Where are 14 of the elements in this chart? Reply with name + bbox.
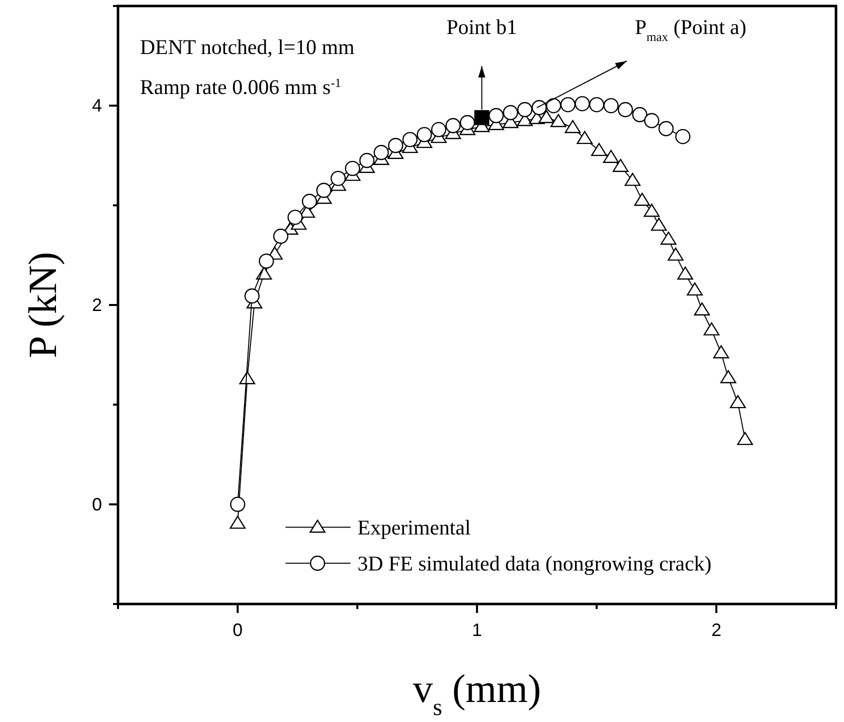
x-axis-title: v$_{s}$ (mm) xyxy=(412,666,542,721)
annotation: Point b1 xyxy=(446,15,518,39)
legend-label: 3D FE simulated data (nongrowing crack) xyxy=(358,551,712,576)
y-tick-label: 2 xyxy=(92,295,102,315)
y-tick-label: 4 xyxy=(92,96,102,116)
annotation: DENT notched, l=10 mm xyxy=(140,35,354,59)
legend-label: Experimental xyxy=(358,515,471,540)
x-tick-label: 1 xyxy=(472,620,482,640)
annotation: P$_{max}$ (Point a) xyxy=(634,15,746,44)
annotation: Ramp rate 0.006 mm s$^{-1}$ xyxy=(140,75,342,99)
y-axis-title: P (kN) xyxy=(20,252,65,358)
y-tick-label: 0 xyxy=(92,494,102,514)
x-tick-label: 2 xyxy=(711,620,722,640)
x-tick-label: 0 xyxy=(232,620,243,640)
